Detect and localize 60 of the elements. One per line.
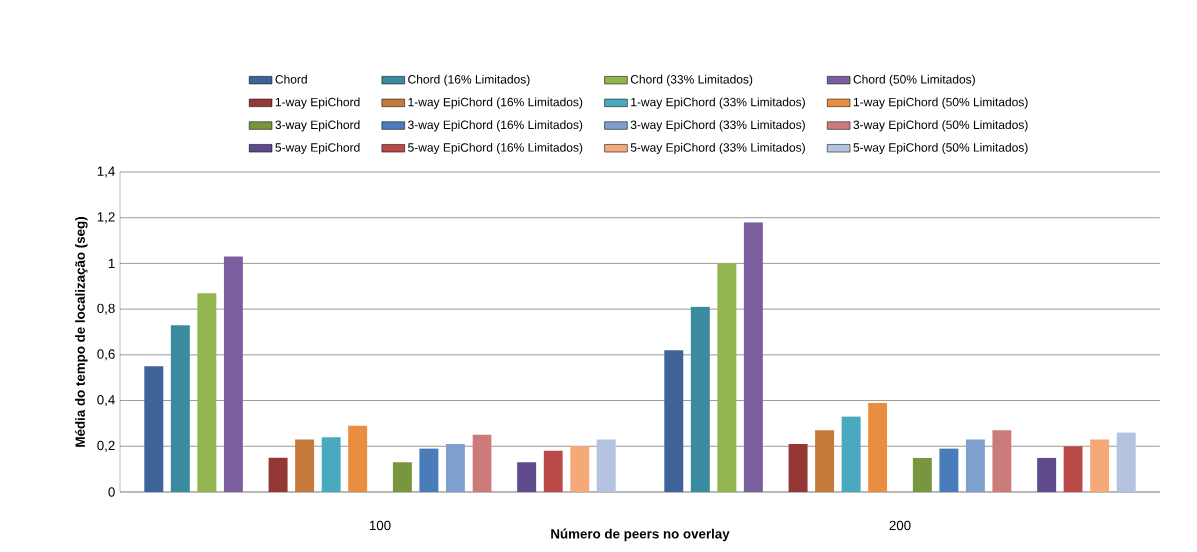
legend-label: 5-way EpiChord (16% Limitados) <box>408 142 583 155</box>
bar <box>717 263 737 492</box>
bar <box>517 462 537 492</box>
legend-label: Chord (33% Limitados) <box>630 74 753 86</box>
bar <box>1063 446 1083 492</box>
bar <box>570 446 590 492</box>
bar <box>1090 439 1110 492</box>
bar <box>788 443 808 492</box>
x-axis-title: Número de peers no overlay <box>551 528 730 542</box>
bar <box>321 437 341 492</box>
y-tick-label: 1 <box>108 258 115 268</box>
legend-label: 3-way EpiChord (33% Limitados) <box>630 120 805 132</box>
y-axis-title: Média do tempo de localização (seg) <box>75 217 88 447</box>
bar <box>664 350 684 492</box>
bar <box>419 448 439 492</box>
legend-label: 3-way EpiChord (50% Limitados) <box>853 120 1028 132</box>
bar <box>912 457 932 492</box>
y-tick-label: 0 <box>108 487 115 497</box>
legend-label: 5-way EpiChord (50% Limitados) <box>853 142 1028 155</box>
bar <box>965 439 985 492</box>
y-tick-label: 0,4 <box>97 395 115 407</box>
legend-label: Chord <box>275 74 307 84</box>
legend-label: 1-way EpiChord <box>275 97 360 109</box>
legend-label: 1-way EpiChord (50% Limitados) <box>853 97 1028 109</box>
bar <box>1116 432 1136 492</box>
legend-label: 3-way EpiChord <box>275 120 360 132</box>
legend-label: 5-way EpiChord (33% Limitados) <box>630 142 805 155</box>
y-tick-label: 0,2 <box>97 440 115 452</box>
bar <box>472 434 492 492</box>
bar <box>445 443 465 492</box>
x-tick-label: 100 <box>369 520 391 531</box>
legend-label: Chord (16% Limitados) <box>408 74 530 86</box>
bar <box>348 425 368 492</box>
y-tick-label: 0,8 <box>97 303 115 315</box>
bar <box>295 439 315 492</box>
bar <box>223 256 243 492</box>
bar <box>743 222 763 492</box>
bar <box>144 366 164 492</box>
legend-label: 1-way EpiChord (16% Limitados) <box>408 97 583 109</box>
bar <box>690 306 710 492</box>
bar <box>170 325 190 492</box>
bar <box>868 402 888 492</box>
legend-label: Chord (50% Limitados) <box>853 74 975 86</box>
legend-label: 5-way EpiChord <box>275 142 360 155</box>
bar <box>992 430 1012 492</box>
y-tick-label: 0,6 <box>97 349 115 361</box>
bar <box>939 448 959 492</box>
legend-label: 1-way EpiChord (33% Limitados) <box>631 97 805 109</box>
bar <box>1037 457 1057 492</box>
bar <box>596 439 616 492</box>
bar <box>197 293 217 492</box>
bar <box>392 462 412 492</box>
bar <box>543 450 563 492</box>
y-tick-label: 1,2 <box>97 212 115 224</box>
bar <box>268 457 288 492</box>
bar <box>815 430 835 492</box>
bar <box>841 416 861 492</box>
x-tick-label: 200 <box>889 520 911 531</box>
legend-label: 3-way EpiChord (16% Limitados) <box>408 120 583 132</box>
y-tick-label: 1,4 <box>97 166 115 178</box>
